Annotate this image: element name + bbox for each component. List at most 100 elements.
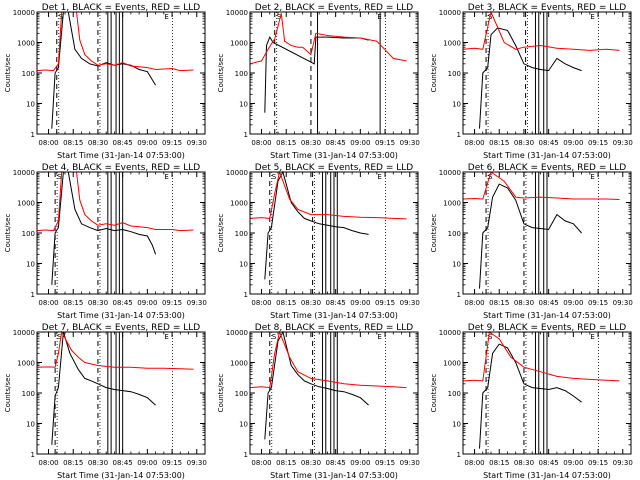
x-tick-label: 08:15: [489, 299, 509, 307]
x-tick-label: 08:00: [464, 459, 484, 467]
plot-frame: [462, 11, 632, 135]
y-tick-label: 10000: [226, 169, 248, 177]
chart-title: Det 4, BLACK = Events, RED = LLD: [42, 163, 201, 173]
chart-title: Det 3, BLACK = Events, RED = LLD: [468, 3, 627, 13]
end-marker: E: [590, 173, 594, 181]
x-tick-label: 08:00: [38, 459, 58, 467]
x-tick-label: 08:00: [38, 139, 58, 147]
lld-series-line: [462, 171, 620, 200]
events-series-line: [264, 35, 369, 113]
x-tick-label: 08:00: [464, 299, 484, 307]
chart-panel: Det 1, BLACK = Events, RED = LLD Counts/s…: [4, 3, 207, 160]
events-series-line: [264, 170, 369, 280]
x-tick-label: 08:45: [113, 299, 133, 307]
y-tick-label: 100: [448, 390, 461, 398]
lld-series-line: [36, 330, 194, 370]
x-tick-label: 08:15: [63, 139, 83, 147]
x-axis-label: Start Time (31-Jan-14 07:53:00): [483, 311, 611, 320]
x-tick-label: 08:15: [276, 459, 296, 467]
x-tick-label: 08:45: [539, 299, 559, 307]
chart-title: Det 6, BLACK = Events, RED = LLD: [468, 163, 627, 173]
chart-panel: Det 7, BLACK = Events, RED = LLD Counts/s…: [4, 323, 207, 480]
y-tick-label: 1: [457, 131, 461, 139]
y-tick-label: 10000: [439, 169, 461, 177]
start-marker: S: [488, 13, 493, 21]
y-tick-label: 10: [26, 261, 35, 269]
x-tick-label: 09:00: [137, 459, 157, 467]
events-series-line: [479, 27, 582, 129]
chart-panel: Det 2, BLACK = Events, RED = LLD Counts/s…: [217, 3, 420, 160]
x-tick-label: 08:30: [88, 139, 108, 147]
y-tick-label: 1000: [17, 360, 35, 368]
x-tick-label: 08:15: [489, 139, 509, 147]
start-marker: S: [277, 13, 282, 21]
events-series-line: [479, 343, 582, 449]
plot-frame: [249, 11, 419, 135]
y-tick-label: 1000: [443, 40, 461, 48]
y-tick-label: 10: [452, 101, 461, 109]
x-tick-label: 09:30: [187, 459, 207, 467]
x-tick-label: 08:15: [63, 299, 83, 307]
plot-frame: [36, 171, 206, 295]
start-marker: S: [488, 333, 493, 341]
y-tick-label: 10000: [439, 329, 461, 337]
y-tick-label: 10000: [13, 9, 35, 17]
x-tick-label: 08:45: [113, 459, 133, 467]
chart-panel: Det 4, BLACK = Events, RED = LLD Counts/s…: [4, 163, 207, 320]
end-marker: E: [377, 333, 381, 341]
x-tick-label: 09:00: [350, 459, 370, 467]
plot-frame: [249, 331, 419, 455]
y-tick-label: 100: [22, 70, 35, 78]
x-tick-label: 08:45: [326, 139, 346, 147]
y-tick-label: 10: [452, 261, 461, 269]
y-tick-label: 100: [235, 70, 248, 78]
x-tick-label: 09:00: [137, 299, 157, 307]
y-tick-label: 1: [244, 131, 248, 139]
plot-frame: [462, 171, 632, 295]
x-tick-label: 09:15: [375, 459, 395, 467]
y-tick-label: 100: [235, 230, 248, 238]
chart-panel: Det 6, BLACK = Events, RED = LLD Counts/s…: [430, 163, 633, 320]
x-tick-label: 09:00: [563, 459, 583, 467]
x-tick-label: 09:00: [563, 299, 583, 307]
x-tick-label: 09:30: [613, 139, 633, 147]
x-tick-label: 09:30: [400, 459, 420, 467]
x-tick-label: 09:15: [588, 299, 608, 307]
y-tick-label: 1000: [443, 200, 461, 208]
plot-frame: [36, 331, 206, 455]
events-series-line: [51, 331, 156, 445]
events-series-line: [51, 171, 157, 285]
y-tick-label: 1: [244, 291, 248, 299]
x-tick-label: 09:30: [400, 299, 420, 307]
x-tick-label: 09:15: [588, 139, 608, 147]
y-tick-label: 100: [448, 230, 461, 238]
x-tick-label: 08:00: [38, 299, 58, 307]
y-tick-label: 10000: [439, 9, 461, 17]
y-tick-label: 1: [31, 291, 35, 299]
y-axis-label: Counts/sec: [4, 214, 12, 253]
y-tick-label: 1000: [230, 200, 248, 208]
chart-title: Det 8, BLACK = Events, RED = LLD: [255, 323, 414, 333]
lld-series-line: [249, 330, 407, 389]
end-marker: E: [377, 13, 381, 21]
y-tick-label: 1: [31, 451, 35, 459]
y-tick-label: 10000: [13, 329, 35, 337]
x-tick-label: 08:30: [88, 299, 108, 307]
x-axis-label: Start Time (31-Jan-14 07:53:00): [57, 151, 185, 160]
x-tick-label: 08:00: [464, 139, 484, 147]
y-tick-label: 100: [448, 70, 461, 78]
chart-panel: Det 3, BLACK = Events, RED = LLD Counts/s…: [430, 3, 633, 160]
x-tick-label: 08:45: [539, 139, 559, 147]
x-tick-label: 09:30: [187, 299, 207, 307]
chart-panel: Det 9, BLACK = Events, RED = LLD Counts/s…: [430, 323, 633, 480]
x-tick-label: 08:45: [539, 459, 559, 467]
lld-series-line: [249, 170, 407, 220]
x-tick-label: 08:45: [326, 299, 346, 307]
x-tick-label: 09:00: [350, 299, 370, 307]
plot-frame: [462, 331, 632, 455]
y-tick-label: 10000: [226, 9, 248, 17]
x-tick-label: 08:00: [251, 299, 271, 307]
x-tick-label: 09:15: [162, 299, 182, 307]
y-tick-label: 100: [22, 230, 35, 238]
